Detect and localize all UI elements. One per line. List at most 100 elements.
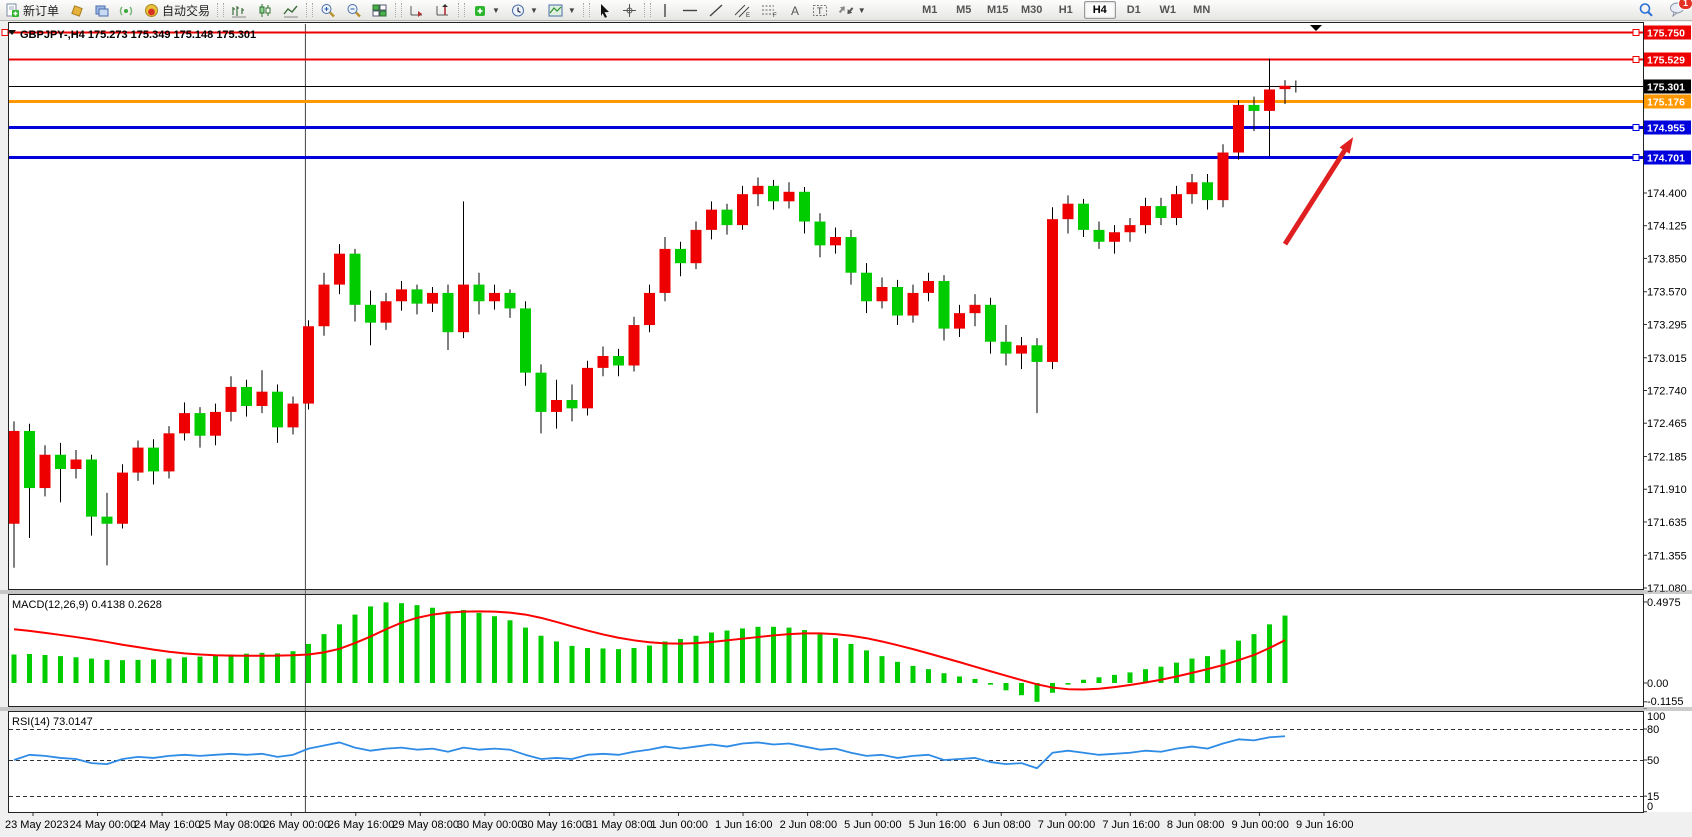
time-label: 2 Jun 08:00	[780, 819, 838, 831]
svg-text:171.355: 171.355	[1647, 550, 1687, 562]
notifications-button[interactable]: 1	[1669, 0, 1692, 20]
text-label-tool-button[interactable]: T	[807, 1, 833, 20]
candle-body	[675, 248, 686, 264]
chart-shift-marker-icon[interactable]	[1310, 25, 1322, 31]
macd-bar	[802, 630, 807, 683]
search-button[interactable]	[1633, 1, 1659, 20]
candle-body	[55, 454, 66, 470]
chevron-down-icon: ▼	[857, 5, 866, 15]
trendline-tool-button[interactable]	[703, 1, 729, 20]
candle-body	[876, 286, 888, 302]
price-level-lines[interactable]: 175.750 175.529 175.301 175.176 174.955 174.7…	[1, 25, 1691, 165]
time-label: 7 Jun 16:00	[1102, 819, 1160, 831]
macd-bar	[1112, 674, 1117, 683]
tf-m1-button[interactable]: M1	[922, 4, 938, 16]
time-label: 29 May 08:00	[392, 819, 459, 831]
svg-text:174.125: 174.125	[1647, 221, 1687, 233]
candle-body	[86, 459, 97, 517]
tf-m30-button[interactable]: M30	[1021, 4, 1043, 16]
line-handle[interactable]	[1, 29, 9, 36]
trend-arrow-head[interactable]	[1339, 137, 1354, 154]
notification-badge: 1	[1678, 0, 1692, 10]
horizontal-line-tool-button[interactable]	[677, 1, 703, 20]
zoom-in-button[interactable]	[315, 1, 341, 20]
price-badge	[1644, 94, 1691, 109]
tf-m15-button[interactable]: M15	[987, 4, 1009, 16]
fibonacci-tool-button[interactable]: F	[756, 1, 783, 20]
cursor-tool-button[interactable]	[592, 1, 617, 20]
candle-body	[1248, 104, 1260, 111]
tf-mn-button[interactable]: MN	[1193, 4, 1211, 16]
svg-text:80: 80	[1647, 724, 1659, 736]
tf-h1-button[interactable]: H1	[1058, 4, 1073, 16]
macd-bar	[709, 632, 714, 683]
line-handle[interactable]	[1632, 29, 1640, 36]
macd-bar	[11, 654, 17, 683]
tf-w1-button[interactable]: W1	[1159, 4, 1176, 16]
line-handle[interactable]	[1632, 56, 1640, 63]
market-watch-button[interactable]	[89, 1, 114, 20]
macd-bar	[1236, 640, 1241, 683]
macd-bar	[771, 626, 776, 683]
channel-tool-button[interactable]: E	[729, 1, 756, 20]
line-handle[interactable]	[1632, 124, 1640, 131]
chart-shift-button[interactable]	[430, 1, 456, 20]
macd-bar	[1096, 677, 1102, 683]
trendline-icon	[708, 3, 724, 18]
svg-text:-0.1155: -0.1155	[1647, 696, 1684, 708]
tf-d1-button[interactable]: D1	[1126, 4, 1141, 16]
indicators-button[interactable]: ▼	[467, 1, 505, 20]
symbol-marker-icon[interactable]	[8, 30, 16, 35]
tf-h4-button[interactable]: H4	[1083, 1, 1116, 19]
trend-arrow-annotation[interactable]	[1282, 143, 1351, 246]
toolbar-grip	[217, 3, 225, 17]
autotrading-button[interactable]: 自动交易	[139, 1, 215, 20]
time-label: 31 May 08:00	[586, 819, 653, 831]
new-order-button[interactable]: 新订单	[0, 1, 64, 20]
zoom-out-button[interactable]	[341, 1, 367, 20]
candle-body	[504, 292, 516, 309]
candle-body	[256, 391, 268, 406]
signals-button[interactable]	[114, 1, 139, 20]
auto-scroll-button[interactable]	[404, 1, 430, 20]
mouse-crosshair-icon	[1289, 80, 1302, 93]
text-tool-button[interactable]: A	[783, 1, 807, 20]
svg-text:173.015: 173.015	[1647, 353, 1687, 365]
time-label: 1 Jun 16:00	[715, 819, 773, 831]
candle-body	[752, 185, 764, 195]
candlestick-mode-button[interactable]	[252, 1, 278, 20]
line-handle[interactable]	[1632, 154, 1640, 161]
macd-bar	[182, 657, 187, 683]
time-label: 9 Jun 16:00	[1296, 819, 1354, 831]
macd-bar	[73, 657, 79, 683]
price-axis[interactable]: 174.400 174.125 173.850 173.570 173.295 173.0…	[1643, 188, 1687, 595]
tile-windows-button[interactable]	[367, 1, 393, 20]
history-center-button[interactable]	[64, 1, 89, 20]
vertical-line-tool-button[interactable]	[653, 1, 677, 20]
new-order-label: 新订单	[23, 3, 60, 18]
arrows-tool-button[interactable]: ▼	[833, 1, 871, 20]
time-label: 8 Jun 08:00	[1167, 819, 1225, 831]
bar-chart-mode-button[interactable]	[226, 1, 252, 20]
line-chart-mode-button[interactable]	[278, 1, 304, 20]
candle-body	[845, 237, 857, 273]
tf-m5-button[interactable]: M5	[956, 4, 972, 16]
time-label: 6 Jun 08:00	[973, 819, 1031, 831]
templates-button[interactable]: ▼	[543, 1, 581, 20]
candle-body	[194, 413, 206, 436]
macd-bar	[321, 634, 327, 683]
periods-button[interactable]: ▼	[505, 1, 543, 20]
macd-bar	[631, 647, 637, 683]
macd-bar	[430, 607, 435, 683]
candle-body	[1155, 206, 1167, 218]
candle-body	[659, 248, 671, 293]
svg-text:175.301: 175.301	[1647, 82, 1685, 94]
macd-bar	[1143, 669, 1148, 683]
crosshair-tool-button[interactable]	[617, 1, 642, 20]
macd-bar	[693, 635, 699, 683]
rsi-line	[13, 735, 1286, 770]
candle-body	[721, 209, 733, 226]
